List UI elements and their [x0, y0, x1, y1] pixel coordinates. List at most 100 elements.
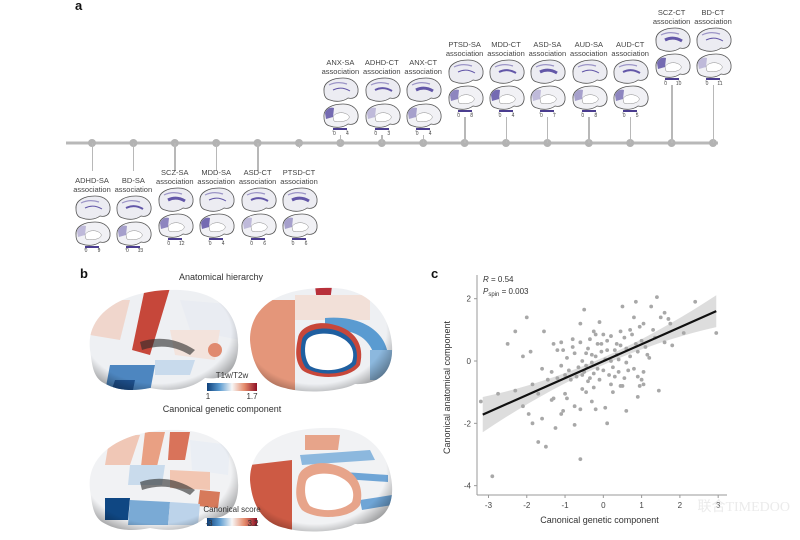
- lateral-brain-icon: [323, 77, 359, 102]
- data-point: [588, 376, 592, 381]
- data-point: [610, 365, 615, 370]
- timeline-connector: [257, 143, 259, 171]
- association-label: SCZ-CT association: [653, 8, 691, 26]
- scale-max: 9: [97, 248, 101, 254]
- data-point: [561, 408, 566, 413]
- data-point: [656, 388, 661, 393]
- data-point: [635, 349, 640, 354]
- y-tick-label: 0: [467, 357, 472, 366]
- data-point: [513, 329, 518, 334]
- data-point: [605, 421, 610, 426]
- lateral-brain-icon: [696, 27, 732, 52]
- scale-min: 0: [705, 81, 709, 87]
- data-point: [524, 315, 529, 320]
- panel-c-letter: c: [431, 266, 439, 281]
- data-point: [609, 334, 613, 338]
- x-axis-label: Canonical genetic component: [540, 515, 659, 525]
- timeline-connector: [215, 143, 218, 171]
- disorder-name: BD-SA: [121, 176, 145, 185]
- data-point: [559, 412, 564, 416]
- data-point: [641, 382, 646, 387]
- data-point: [540, 366, 544, 371]
- disorder-name: SCZ-SA: [161, 168, 189, 177]
- association-text: association: [528, 49, 567, 58]
- data-point: [637, 384, 642, 388]
- data-point: [580, 359, 585, 363]
- data-point: [626, 368, 631, 373]
- data-point: [597, 377, 602, 382]
- disorder-name: BD-CT: [701, 8, 725, 17]
- lateral-brain-icon: [572, 59, 608, 84]
- x-tick-label: 3: [716, 501, 721, 510]
- scale-min: 0: [374, 131, 378, 137]
- brain-map-pair: [239, 187, 279, 250]
- y-axis-label: Canonical anatomical component: [442, 320, 452, 454]
- data-point: [670, 343, 675, 348]
- data-point: [574, 374, 579, 379]
- data-point: [544, 444, 548, 449]
- data-point: [565, 355, 569, 360]
- data-point: [601, 368, 606, 373]
- disorder-name: SCZ-CT: [657, 8, 686, 17]
- timeline-connector: [422, 135, 425, 143]
- data-point: [651, 327, 655, 332]
- association-label: ADHD-CT association: [363, 58, 401, 76]
- data-point: [620, 304, 625, 309]
- lateral-brain-icon: [365, 77, 401, 102]
- scale-max: 8: [594, 113, 598, 119]
- data-point: [563, 391, 567, 396]
- timeline-connector: [174, 143, 176, 171]
- data-point: [605, 338, 610, 343]
- scale-max: 4: [511, 113, 515, 119]
- timeline-connector: [505, 117, 507, 143]
- data-point: [505, 341, 510, 346]
- data-point: [593, 332, 598, 337]
- disorder-name: ASD-CT: [243, 168, 272, 177]
- data-point: [591, 329, 596, 334]
- association-label: BD-CT association: [694, 8, 732, 26]
- x-tick-label: -1: [561, 501, 569, 510]
- data-point: [584, 363, 589, 368]
- data-point: [639, 377, 644, 382]
- disorder-name: ADHD-CT: [364, 58, 399, 67]
- data-point: [580, 373, 585, 377]
- y-tick-label: 2: [467, 295, 472, 304]
- data-point: [607, 373, 611, 377]
- scale-max: 4: [346, 131, 349, 137]
- t1w-t2w-colorbar: [207, 383, 257, 391]
- r-annotation: R = 0.54: [483, 275, 514, 284]
- association-label: PTSD-SA association: [446, 40, 484, 58]
- data-point: [578, 457, 583, 462]
- timeline-connector: [671, 85, 673, 143]
- data-point: [580, 387, 585, 391]
- timeline-connector: [464, 117, 466, 143]
- data-point: [666, 317, 671, 321]
- t1w-t2w-max: 1.7: [246, 392, 258, 401]
- data-point: [620, 384, 625, 388]
- data-point: [633, 299, 638, 304]
- data-point: [578, 407, 583, 412]
- timeline-node: [709, 139, 717, 147]
- scale-min: 0: [84, 248, 88, 254]
- brain-map-pair: [653, 27, 693, 90]
- lateral-brain-icon: [655, 27, 691, 52]
- brain-map-pair: [694, 27, 734, 90]
- data-point: [595, 366, 600, 371]
- data-point: [559, 363, 564, 368]
- timeline-node: [626, 139, 635, 147]
- canonical-score-label: Canonical score: [203, 505, 261, 514]
- data-point: [655, 295, 659, 300]
- timeline-node: [377, 139, 386, 147]
- disorder-name: ADHD-SA: [75, 176, 109, 185]
- data-point: [536, 391, 541, 396]
- data-point: [681, 331, 686, 335]
- disorder-name: MDD-CT: [491, 40, 521, 49]
- association-text: association: [445, 49, 484, 58]
- data-point: [589, 399, 594, 404]
- timeline-node: [419, 139, 428, 147]
- data-point: [616, 370, 621, 374]
- association-text: association: [363, 67, 401, 76]
- data-point: [632, 315, 636, 320]
- scale-min: 0: [540, 113, 543, 119]
- scale-max: 12: [179, 241, 185, 247]
